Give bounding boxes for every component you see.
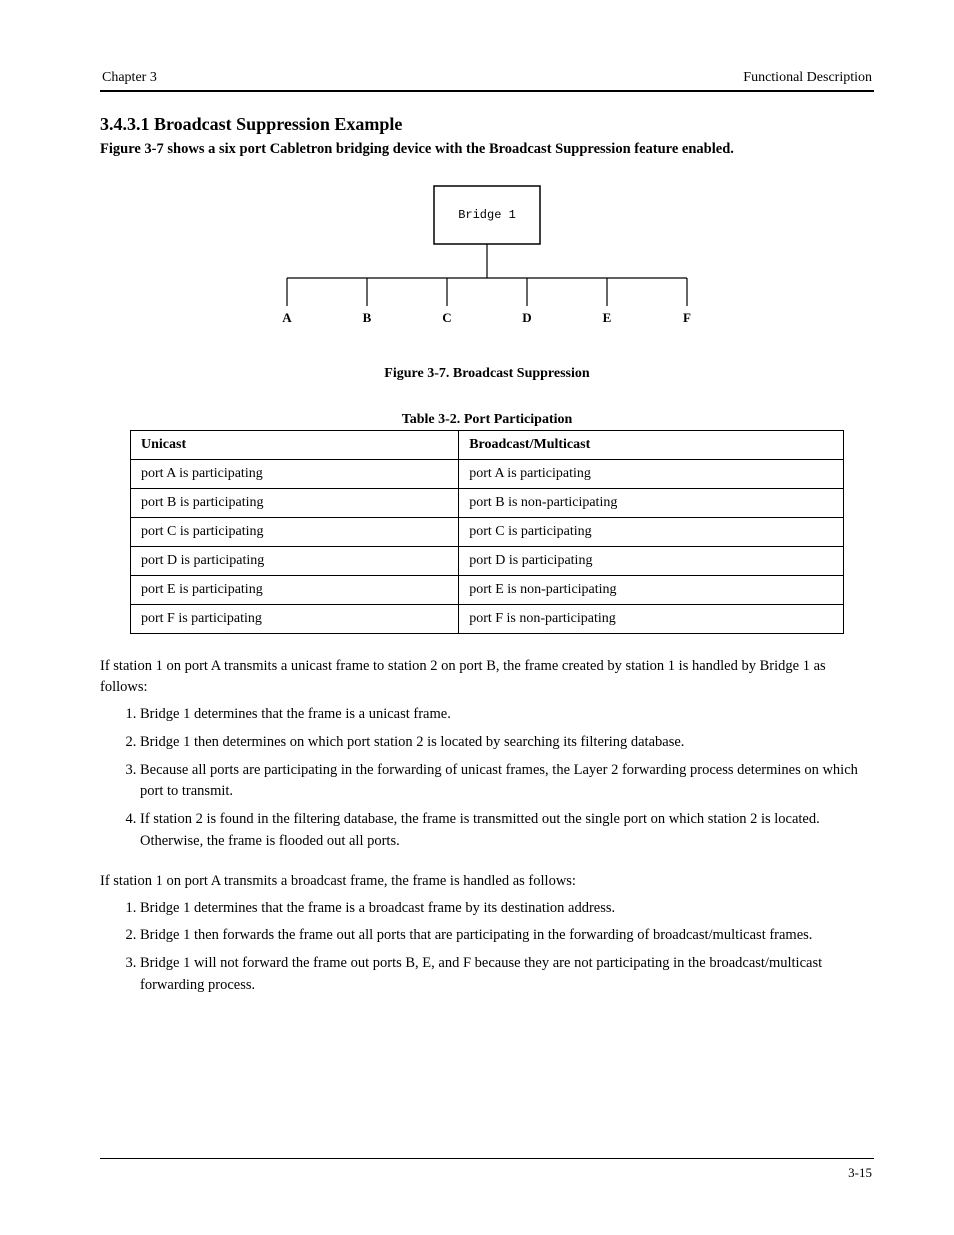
- list-item: Bridge 1 determines that the frame is a …: [140, 704, 874, 726]
- table-col-broadcast: Broadcast/Multicast: [459, 431, 844, 460]
- section-heading: 3.4.3.1 Broadcast Suppression Example: [100, 114, 874, 135]
- table-col-unicast: Unicast: [131, 431, 459, 460]
- port-label: A: [282, 310, 292, 325]
- list-broadcast: Bridge 1 determines that the frame is a …: [100, 898, 874, 997]
- table-cell: port E is participating: [131, 576, 459, 605]
- table-row: port A is participatingport A is partici…: [131, 460, 844, 489]
- table-header-row: Unicast Broadcast/Multicast: [131, 431, 844, 460]
- table-row: port E is participatingport E is non-par…: [131, 576, 844, 605]
- port-stubs: A B C D E F: [282, 278, 691, 325]
- port-table: Unicast Broadcast/Multicast port A is pa…: [130, 430, 844, 634]
- table-name: Port Participation: [464, 412, 572, 427]
- table-row: port F is participatingport F is non-par…: [131, 605, 844, 634]
- page-footer: 3-15: [100, 1158, 874, 1181]
- port-label: B: [363, 310, 372, 325]
- diagram-svg: Bridge 1 A B C D E F: [232, 184, 742, 354]
- list-unicast: Bridge 1 determines that the frame is a …: [100, 704, 874, 853]
- page: Chapter 3 Functional Description 3.4.3.1…: [100, 70, 874, 1181]
- table-row: port B is participatingport B is non-par…: [131, 489, 844, 518]
- port-label: C: [442, 310, 451, 325]
- port-label: E: [603, 310, 612, 325]
- list-item: Bridge 1 determines that the frame is a …: [140, 898, 874, 920]
- header-left: Chapter 3: [102, 70, 157, 86]
- paragraph-unicast: If station 1 on port A transmits a unica…: [100, 656, 874, 698]
- diagram: Bridge 1 A B C D E F: [232, 184, 742, 354]
- bridge-label: Bridge 1: [458, 208, 516, 222]
- table-number: Table 3-2.: [402, 412, 461, 427]
- figure-caption: Figure 3-7. Broadcast Suppression: [100, 366, 874, 382]
- list-item: Because all ports are participating in t…: [140, 760, 874, 804]
- table-cell: port F is participating: [131, 605, 459, 634]
- footer-page-number: 3-15: [848, 1165, 872, 1180]
- list-item: Bridge 1 then forwards the frame out all…: [140, 925, 874, 947]
- table-title: Table 3-2. Port Participation: [100, 412, 874, 428]
- page-header: Chapter 3 Functional Description: [100, 70, 874, 90]
- list-item: Bridge 1 will not forward the frame out …: [140, 953, 874, 997]
- intro-text: Figure 3-7 shows a six port Cabletron br…: [100, 139, 874, 160]
- table-cell: port A is participating: [131, 460, 459, 489]
- table-cell: port D is participating: [459, 547, 844, 576]
- header-rule: [100, 90, 874, 92]
- table-cell: port C is participating: [459, 518, 844, 547]
- port-label: D: [522, 310, 531, 325]
- list-item: If station 2 is found in the filtering d…: [140, 809, 874, 853]
- table-cell: port E is non-participating: [459, 576, 844, 605]
- table-cell: port B is participating: [131, 489, 459, 518]
- port-label: F: [683, 310, 691, 325]
- table-cell: port D is participating: [131, 547, 459, 576]
- header-right: Functional Description: [743, 70, 872, 86]
- figure-title: Broadcast Suppression: [453, 366, 590, 381]
- table-cell: port A is participating: [459, 460, 844, 489]
- footer-rule: [100, 1158, 874, 1159]
- list-item: Bridge 1 then determines on which port s…: [140, 732, 874, 754]
- table-cell: port B is non-participating: [459, 489, 844, 518]
- figure-number: Figure 3-7.: [384, 366, 449, 381]
- table-row: port C is participatingport C is partici…: [131, 518, 844, 547]
- table-cell: port C is participating: [131, 518, 459, 547]
- paragraph-broadcast: If station 1 on port A transmits a broad…: [100, 871, 874, 892]
- table-cell: port F is non-participating: [459, 605, 844, 634]
- table-row: port D is participatingport D is partici…: [131, 547, 844, 576]
